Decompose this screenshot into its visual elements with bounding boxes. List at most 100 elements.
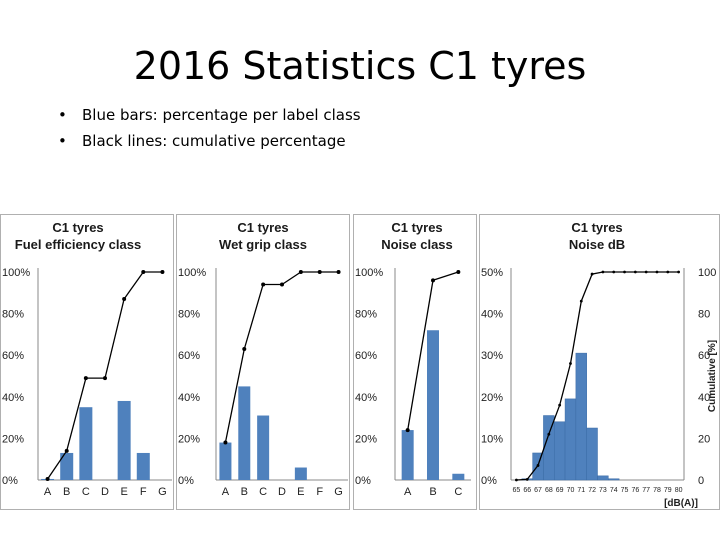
- cumulative-point: [456, 270, 461, 274]
- chart-title: Noise dB: [569, 237, 625, 252]
- bar: [597, 475, 609, 481]
- cumulative-point: [45, 476, 50, 481]
- cumulative-point: [122, 297, 127, 302]
- x-tick-label: F: [316, 486, 323, 498]
- bar: [294, 467, 307, 480]
- y-tick-label: 80%: [178, 309, 200, 321]
- x-tick-label: 67: [534, 487, 542, 494]
- x-tick-label: A: [222, 486, 230, 498]
- x-tick-label: 71: [577, 487, 585, 494]
- chart-title: C1 tyres: [571, 220, 622, 235]
- bar: [238, 386, 251, 480]
- y-tick-label: 30%: [481, 350, 503, 362]
- x-tick-label: 70: [567, 487, 575, 494]
- cumulative-point: [141, 270, 146, 274]
- cumulative-point: [579, 299, 583, 303]
- x-tick-label: 72: [588, 487, 596, 494]
- bullet-item: • Blue bars: percentage per label class: [58, 104, 361, 130]
- y2-tick-label: 100: [698, 267, 716, 279]
- x-tick-label: 65: [513, 487, 521, 494]
- panel-border: [176, 214, 350, 510]
- x-tick-label: 76: [631, 487, 639, 494]
- cumulative-point: [525, 477, 529, 481]
- y2-tick-label: 60: [698, 350, 710, 362]
- x-tick-label: 80: [675, 487, 683, 494]
- bullet-dot-icon: •: [58, 132, 67, 150]
- y-tick-label: 0%: [2, 475, 18, 487]
- x-tick-label: 75: [621, 487, 629, 494]
- panel-border: [0, 214, 174, 510]
- cumulative-point: [160, 270, 165, 274]
- x-tick-label: B: [241, 486, 248, 498]
- y-tick-label: 60%: [355, 350, 377, 362]
- y-tick-label: 40%: [178, 392, 200, 404]
- bar: [117, 400, 131, 480]
- y2-tick-label: 20: [698, 433, 710, 445]
- cumulative-point: [536, 464, 540, 467]
- slide-title: 2016 Statistics C1 tyres: [133, 44, 587, 88]
- cumulative-point: [612, 270, 616, 274]
- x-tick-label: F: [140, 486, 147, 498]
- x-axis-title: [dB(A)]: [664, 498, 698, 509]
- x-tick-label: 69: [556, 487, 564, 494]
- x-tick-label: 79: [664, 487, 672, 494]
- chart-title: C1 tyres: [52, 220, 103, 235]
- bar: [554, 421, 566, 481]
- y-tick-label: 0%: [481, 475, 497, 487]
- cumulative-point: [623, 270, 626, 274]
- x-tick-label: 78: [653, 487, 661, 494]
- x-tick-label: E: [120, 486, 127, 498]
- chart-noise-db: C1 tyres Noise dB 0% 10% 20% 30% 40% 50% 0 20 40 60…: [479, 214, 720, 510]
- cumulative-point: [547, 432, 551, 436]
- x-tick-label: 77: [642, 487, 650, 494]
- x-tick-label: C: [82, 486, 90, 498]
- panel-border: [353, 214, 477, 510]
- y-tick-label: 40%: [2, 392, 24, 404]
- x-tick-label: G: [334, 486, 343, 498]
- chart-title: Noise class: [381, 237, 453, 252]
- y-tick-label: 10%: [481, 433, 503, 445]
- y-tick-label: 0%: [355, 475, 371, 487]
- cumulative-point: [64, 448, 69, 453]
- x-tick-label: 68: [545, 487, 553, 494]
- bar: [427, 330, 439, 480]
- y-tick-label: 60%: [2, 350, 24, 362]
- x-tick-label: D: [278, 486, 286, 498]
- y-tick-label: 60%: [178, 350, 200, 362]
- bar: [452, 473, 465, 480]
- cumulative-line: [47, 271, 163, 480]
- bar: [401, 430, 414, 480]
- cumulative-point: [633, 270, 637, 274]
- bar: [60, 452, 74, 480]
- cumulative-point: [666, 270, 670, 274]
- bar: [257, 415, 270, 480]
- cumulative-point: [515, 478, 518, 482]
- bar: [79, 407, 93, 480]
- y-tick-label: 100%: [2, 267, 30, 279]
- x-tick-label: B: [429, 486, 436, 498]
- cumulative-line: [516, 271, 679, 481]
- x-tick-label: A: [44, 486, 52, 498]
- y-tick-label: 100%: [355, 267, 383, 279]
- x-tick-label: E: [297, 486, 304, 498]
- y-tick-label: 80%: [355, 309, 377, 321]
- y2-tick-label: 0: [698, 475, 704, 487]
- bar: [136, 452, 150, 480]
- chart-title: C1 tyres: [237, 220, 288, 235]
- y-tick-label: 20%: [2, 433, 24, 445]
- y2-tick-label: 80: [698, 309, 710, 321]
- y-tick-label: 40%: [355, 392, 377, 404]
- cumulative-point: [405, 428, 410, 433]
- cumulative-point: [83, 376, 88, 381]
- cumulative-point: [569, 362, 572, 365]
- bar: [608, 478, 620, 481]
- chart-title: Wet grip class: [219, 237, 307, 252]
- x-tick-label: C: [259, 486, 267, 498]
- cumulative-point: [223, 440, 228, 445]
- cumulative-point: [644, 270, 648, 274]
- cumulative-point: [261, 282, 266, 287]
- y-tick-label: 20%: [178, 433, 200, 445]
- chart-fuel-efficiency: C1 tyres Fuel efficiency class 0% 20% 40% 60%…: [0, 214, 174, 510]
- cumulative-point: [242, 346, 247, 351]
- bar: [575, 352, 587, 481]
